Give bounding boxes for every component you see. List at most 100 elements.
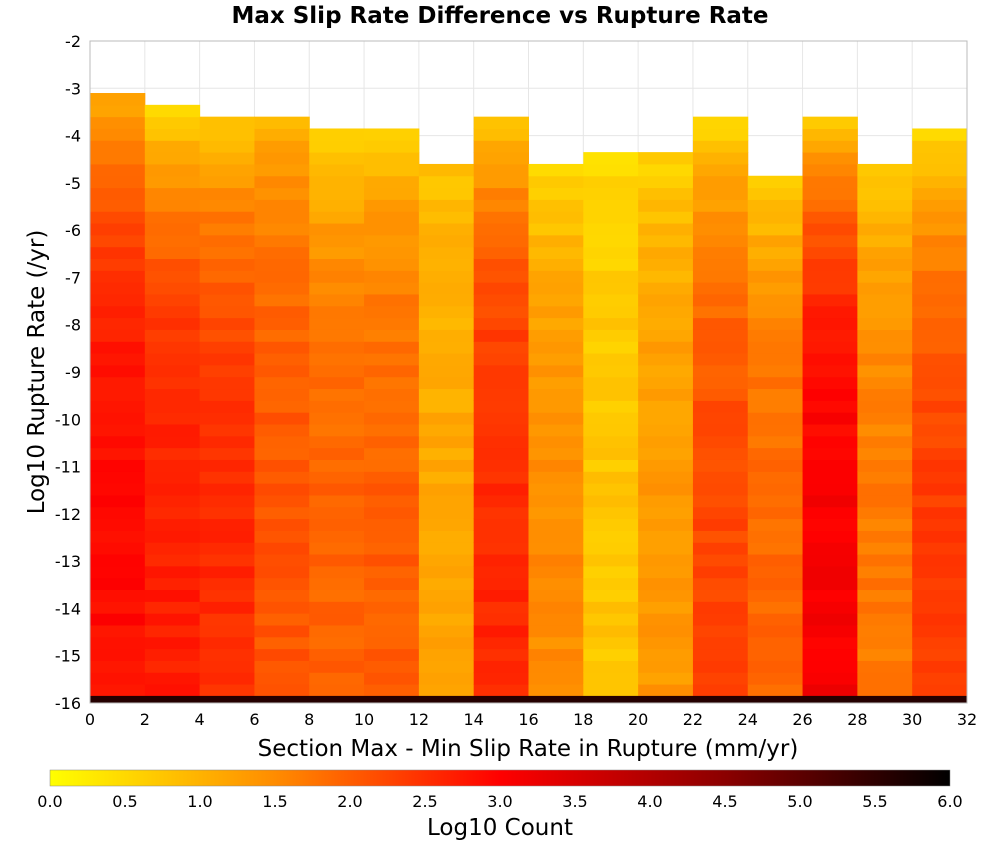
heatmap-cell <box>144 353 201 366</box>
heatmap-cell <box>473 187 529 200</box>
heatmap-cell <box>802 293 858 307</box>
heatmap-cell <box>364 684 420 697</box>
heatmap-cell <box>912 258 968 271</box>
heatmap-cell <box>144 506 201 520</box>
heatmap-cell <box>418 459 475 472</box>
colorbar-tick-label: 5.5 <box>862 792 887 811</box>
x-tick-label: 18 <box>573 710 593 729</box>
heatmap-cell <box>528 660 584 673</box>
colorbar-tick-label: 4.0 <box>637 792 662 811</box>
heatmap-cell <box>638 554 694 567</box>
colorbar-tick-label: 1.5 <box>262 792 287 811</box>
heatmap-cell <box>309 282 365 295</box>
heatmap-cell <box>90 424 146 437</box>
heatmap-cell <box>583 530 639 543</box>
heatmap-cell <box>528 684 584 697</box>
heatmap-cell <box>857 199 913 212</box>
heatmap-cell <box>144 518 201 531</box>
heatmap-cell <box>528 223 584 236</box>
heatmap-cell <box>199 329 255 342</box>
heatmap-cell <box>857 589 913 602</box>
heatmap-cell <box>912 152 968 165</box>
heatmap-cell <box>144 660 201 673</box>
heatmap-cell <box>528 542 584 555</box>
heatmap-cell <box>583 554 639 567</box>
heatmap-cell <box>418 211 475 224</box>
heatmap-cell <box>528 601 584 614</box>
heatmap-cell <box>802 601 858 614</box>
heatmap-cell <box>364 601 420 614</box>
heatmap-cell <box>802 660 858 673</box>
heatmap-cell <box>309 613 365 626</box>
heatmap-cell <box>418 258 475 271</box>
heatmap-cell <box>747 506 804 520</box>
heatmap-cell <box>418 270 475 283</box>
heatmap-cell <box>638 518 694 531</box>
heatmap-cell <box>528 187 584 200</box>
heatmap-cell <box>144 104 201 118</box>
heatmap-cell <box>528 353 584 366</box>
heatmap-cell <box>692 494 749 508</box>
heatmap-cell <box>473 199 529 212</box>
heatmap-cell <box>309 554 365 567</box>
x-tick-label: 10 <box>354 710 374 729</box>
heatmap-cell <box>528 175 584 189</box>
heatmap-cell <box>912 494 968 508</box>
y-tick-label: -2 <box>65 32 81 51</box>
heatmap-cell <box>692 577 749 591</box>
heatmap-cell <box>90 270 146 283</box>
heatmap-cell <box>747 483 804 496</box>
heatmap-cell <box>309 565 365 579</box>
x-tick-label: 6 <box>249 710 259 729</box>
heatmap-cell <box>692 175 749 189</box>
heatmap-cell <box>254 565 310 579</box>
heatmap-cell <box>473 388 529 401</box>
heatmap-cell <box>802 282 858 295</box>
heatmap-cell <box>90 258 146 271</box>
heatmap-cell <box>254 175 310 189</box>
heatmap-cell <box>802 187 858 200</box>
heatmap-cell <box>418 364 475 378</box>
heatmap-cell <box>144 364 201 378</box>
heatmap-cell <box>528 317 584 330</box>
heatmap-cell <box>583 282 639 295</box>
heatmap-cell <box>912 447 968 460</box>
heatmap-cell <box>912 660 968 673</box>
heatmap-cell <box>199 305 255 319</box>
heatmap-cell <box>747 388 804 401</box>
heatmap-cell <box>90 353 146 366</box>
heatmap-cell <box>473 175 529 189</box>
heatmap-cell <box>199 400 255 413</box>
heatmap-cell <box>692 459 749 472</box>
heatmap-cell <box>90 471 146 484</box>
heatmap-cell <box>144 624 201 638</box>
heatmap-cell <box>364 424 420 437</box>
heatmap-cell <box>857 341 913 354</box>
heatmap-cell <box>309 163 365 177</box>
heatmap-cell <box>638 246 694 260</box>
heatmap-cell <box>90 601 146 614</box>
heatmap-cell <box>857 412 913 425</box>
heatmap-cell <box>583 684 639 697</box>
heatmap-cell <box>254 234 310 248</box>
heatmap-cell <box>692 447 749 460</box>
heatmap-cell <box>473 518 529 531</box>
heatmap-cell <box>802 317 858 330</box>
heatmap-cell <box>309 435 365 449</box>
heatmap-cell <box>692 199 749 212</box>
heatmap-cell <box>144 258 201 271</box>
heatmap-cell <box>802 542 858 555</box>
heatmap-cell <box>473 672 529 685</box>
heatmap-cell <box>912 329 968 342</box>
heatmap-cell <box>747 660 804 673</box>
x-axis-label: Section Max - Min Slip Rate in Rupture (… <box>258 736 799 762</box>
heatmap-cell <box>583 317 639 330</box>
heatmap-cell <box>583 234 639 248</box>
y-tick-label: -8 <box>65 316 81 335</box>
heatmap-cell <box>418 341 475 354</box>
heatmap-cell <box>309 447 365 460</box>
heatmap-cell <box>254 613 310 626</box>
heatmap-cell <box>857 175 913 189</box>
heatmap-cell <box>747 530 804 543</box>
heatmap-cell <box>418 435 475 449</box>
